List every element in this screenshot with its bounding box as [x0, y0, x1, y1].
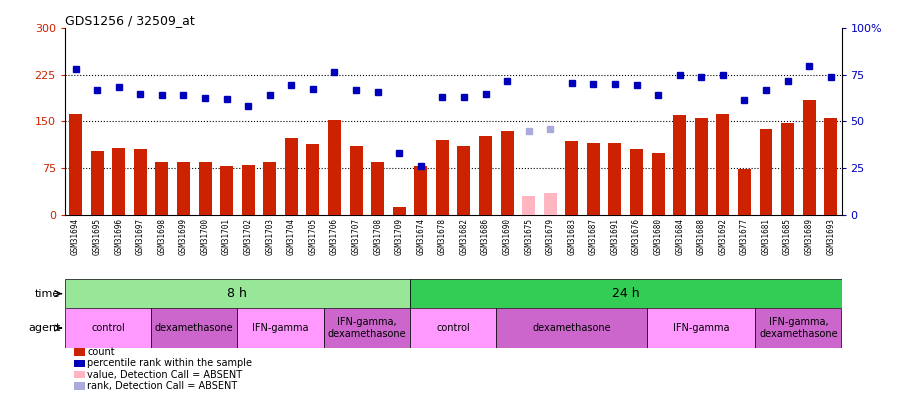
Bar: [652, 153, 664, 215]
Text: GSM31698: GSM31698: [158, 218, 166, 255]
Bar: [65, 308, 151, 348]
Bar: [242, 165, 255, 215]
Bar: [285, 138, 298, 215]
Text: GSM31696: GSM31696: [114, 218, 123, 255]
Bar: [177, 162, 190, 215]
Bar: [544, 193, 557, 215]
Text: GSM31682: GSM31682: [459, 218, 468, 255]
Text: control: control: [436, 323, 470, 333]
Text: IFN-gamma: IFN-gamma: [673, 323, 730, 333]
Bar: [349, 146, 363, 215]
Text: GSM31706: GSM31706: [330, 218, 339, 255]
Bar: [565, 141, 579, 215]
Text: value, Detection Call = ABSENT: value, Detection Call = ABSENT: [87, 370, 242, 379]
Text: GSM31704: GSM31704: [287, 218, 296, 255]
Bar: [112, 148, 125, 215]
Bar: [608, 143, 621, 215]
Text: GSM31695: GSM31695: [93, 218, 102, 255]
Text: GSM31690: GSM31690: [502, 218, 511, 255]
Text: GSM31677: GSM31677: [740, 218, 749, 255]
Text: GSM31707: GSM31707: [352, 218, 361, 255]
Text: GSM31684: GSM31684: [675, 218, 684, 255]
Bar: [436, 140, 449, 215]
Text: GSM31689: GSM31689: [805, 218, 814, 255]
Text: GSM31676: GSM31676: [632, 218, 641, 255]
Bar: [695, 118, 707, 215]
Text: time: time: [35, 289, 60, 298]
Text: GSM31709: GSM31709: [395, 218, 404, 255]
Bar: [264, 162, 276, 215]
Bar: [630, 149, 643, 215]
Bar: [91, 151, 104, 215]
Bar: [65, 279, 410, 308]
Text: GDS1256 / 32509_at: GDS1256 / 32509_at: [65, 14, 194, 27]
Text: count: count: [87, 347, 115, 357]
Bar: [134, 149, 147, 215]
Text: dexamethasone: dexamethasone: [155, 323, 234, 333]
Text: 8 h: 8 h: [228, 287, 248, 300]
Text: GSM31705: GSM31705: [309, 218, 318, 255]
Text: GSM31675: GSM31675: [524, 218, 533, 255]
Text: GSM31679: GSM31679: [545, 218, 554, 255]
Bar: [156, 162, 168, 215]
Text: agent: agent: [28, 323, 60, 333]
Text: GSM31691: GSM31691: [610, 218, 619, 255]
Bar: [410, 308, 496, 348]
Text: GSM31685: GSM31685: [783, 218, 792, 255]
Bar: [673, 115, 686, 215]
Bar: [414, 166, 427, 215]
Bar: [647, 308, 755, 348]
Text: GSM31687: GSM31687: [589, 218, 598, 255]
Text: GSM31700: GSM31700: [201, 218, 210, 255]
Text: GSM31692: GSM31692: [718, 218, 727, 255]
Text: GSM31701: GSM31701: [222, 218, 231, 255]
Text: dexamethasone: dexamethasone: [533, 323, 611, 333]
Bar: [587, 143, 600, 215]
Bar: [306, 145, 319, 215]
Bar: [199, 162, 212, 215]
Bar: [803, 100, 815, 215]
Bar: [69, 114, 82, 215]
Bar: [238, 308, 324, 348]
Bar: [522, 196, 536, 215]
Text: GSM31694: GSM31694: [71, 218, 80, 255]
Bar: [479, 136, 492, 215]
Text: GSM31693: GSM31693: [826, 218, 835, 255]
Text: GSM31688: GSM31688: [697, 218, 706, 255]
Text: IFN-gamma: IFN-gamma: [252, 323, 309, 333]
Text: GSM31680: GSM31680: [653, 218, 662, 255]
Text: GSM31708: GSM31708: [374, 218, 382, 255]
Bar: [328, 120, 341, 215]
Bar: [496, 308, 647, 348]
Bar: [760, 129, 772, 215]
Bar: [371, 162, 384, 215]
Text: IFN-gamma,
dexamethasone: IFN-gamma, dexamethasone: [328, 317, 406, 339]
Text: percentile rank within the sample: percentile rank within the sample: [87, 358, 252, 368]
Bar: [151, 308, 238, 348]
Bar: [457, 146, 471, 215]
Bar: [716, 114, 729, 215]
Text: GSM31699: GSM31699: [179, 218, 188, 255]
Bar: [824, 118, 837, 215]
Bar: [781, 123, 794, 215]
Bar: [738, 169, 751, 215]
Text: GSM31683: GSM31683: [567, 218, 576, 255]
Text: IFN-gamma,
dexamethasone: IFN-gamma, dexamethasone: [759, 317, 838, 339]
Text: control: control: [91, 323, 125, 333]
Bar: [220, 166, 233, 215]
Bar: [755, 308, 842, 348]
Text: GSM31703: GSM31703: [266, 218, 274, 255]
Text: GSM31686: GSM31686: [481, 218, 490, 255]
Text: GSM31702: GSM31702: [244, 218, 253, 255]
Bar: [410, 279, 842, 308]
Bar: [324, 308, 410, 348]
Text: GSM31678: GSM31678: [438, 218, 447, 255]
Text: rank, Detection Call = ABSENT: rank, Detection Call = ABSENT: [87, 381, 238, 391]
Text: GSM31681: GSM31681: [761, 218, 770, 255]
Bar: [500, 131, 514, 215]
Text: GSM31697: GSM31697: [136, 218, 145, 255]
Text: 24 h: 24 h: [612, 287, 640, 300]
Bar: [392, 207, 406, 215]
Text: GSM31674: GSM31674: [417, 218, 426, 255]
